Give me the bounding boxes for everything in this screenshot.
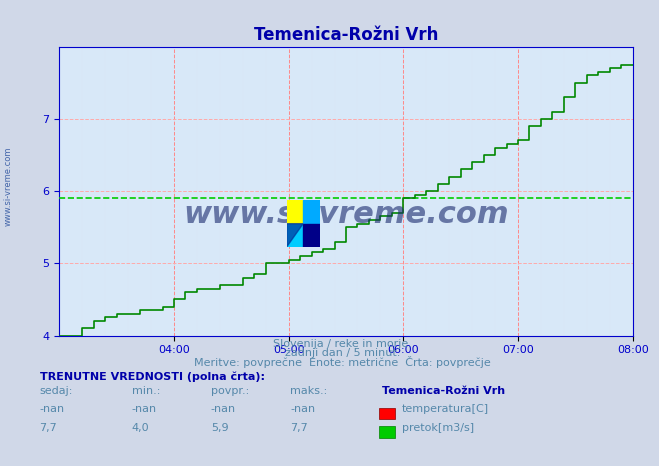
- Text: pretok[m3/s]: pretok[m3/s]: [402, 423, 474, 433]
- Text: temperatura[C]: temperatura[C]: [402, 404, 489, 414]
- Text: 7,7: 7,7: [40, 423, 57, 433]
- Text: www.si-vreme.com: www.si-vreme.com: [3, 147, 13, 226]
- Bar: [287, 200, 303, 224]
- Text: min.:: min.:: [132, 386, 160, 396]
- Text: 7,7: 7,7: [290, 423, 308, 433]
- Text: Slovenija / reke in morje.: Slovenija / reke in morje.: [273, 339, 412, 349]
- Text: -nan: -nan: [40, 404, 65, 414]
- Text: Temenica-Rožni Vrh: Temenica-Rožni Vrh: [382, 386, 505, 396]
- Text: Meritve: povprečne  Enote: metrične  Črta: povprečje: Meritve: povprečne Enote: metrične Črta:…: [194, 356, 491, 368]
- Text: maks.:: maks.:: [290, 386, 328, 396]
- Text: TRENUTNE VREDNOSTI (polna črta):: TRENUTNE VREDNOSTI (polna črta):: [40, 371, 264, 382]
- Text: -nan: -nan: [290, 404, 315, 414]
- Bar: [303, 200, 320, 224]
- Polygon shape: [287, 224, 303, 247]
- Bar: [287, 224, 303, 247]
- Text: povpr.:: povpr.:: [211, 386, 249, 396]
- Text: zadnji dan / 5 minut.: zadnji dan / 5 minut.: [285, 349, 401, 358]
- Text: -nan: -nan: [211, 404, 236, 414]
- Text: sedaj:: sedaj:: [40, 386, 73, 396]
- Bar: [303, 224, 320, 247]
- Text: -nan: -nan: [132, 404, 157, 414]
- Text: 5,9: 5,9: [211, 423, 229, 433]
- Title: Temenica-Rožni Vrh: Temenica-Rožni Vrh: [254, 26, 438, 44]
- Text: 4,0: 4,0: [132, 423, 150, 433]
- Text: www.si-vreme.com: www.si-vreme.com: [183, 199, 509, 229]
